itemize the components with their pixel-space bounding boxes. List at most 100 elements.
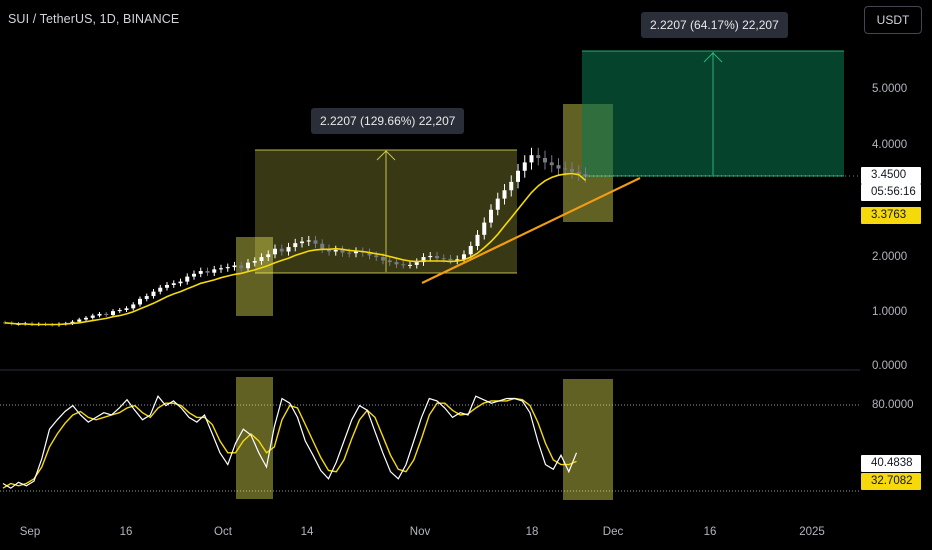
y-tick-label: 4.0000	[872, 139, 908, 151]
osc-highlight-box-nov	[563, 379, 613, 500]
candle-body	[273, 248, 277, 255]
candle-body	[77, 319, 82, 322]
candle-body	[340, 249, 345, 253]
candle-body	[266, 254, 271, 258]
candle-body	[421, 257, 426, 263]
candle-body	[387, 260, 392, 263]
candle-body	[313, 240, 318, 244]
candle-body	[144, 296, 149, 299]
candle-body	[90, 315, 95, 318]
candle-body	[495, 198, 500, 210]
candle-body	[171, 283, 176, 285]
stoch-k-line	[2, 395, 578, 489]
candle-body	[367, 252, 372, 256]
candle-body	[374, 255, 379, 258]
candle-body	[522, 162, 527, 171]
candle-body	[502, 190, 507, 199]
y-tick-label: 1.0000	[872, 306, 908, 318]
candle-body	[448, 258, 453, 261]
candle-body	[111, 311, 115, 316]
candle-body	[536, 155, 541, 158]
y-tick-label: 5.0000	[872, 83, 908, 95]
candle-body	[468, 245, 473, 255]
x-tick-label: Nov	[409, 526, 431, 538]
moving-average-line	[4, 172, 587, 326]
x-tick-label: 14	[300, 526, 314, 538]
candle-body	[198, 271, 203, 274]
candle-body	[138, 298, 142, 305]
candle-body	[543, 157, 547, 163]
y-tick-label: 2.0000	[872, 251, 908, 263]
osc-y-tick-label: 80.0000	[872, 399, 914, 411]
x-tick-label: Dec	[602, 526, 624, 538]
countdown-tag: 05:56:16	[861, 184, 921, 201]
stoch-k-tag: 40.4838	[861, 455, 921, 472]
candle-body	[428, 255, 433, 258]
candle-body	[225, 267, 230, 269]
candle-body	[97, 313, 102, 316]
candle-body	[293, 243, 298, 248]
candle-body	[212, 269, 217, 273]
candle-body	[300, 241, 304, 244]
candle-body	[320, 243, 325, 249]
candle-body	[259, 257, 264, 261]
currency-button[interactable]: USDT	[864, 6, 922, 34]
last-price-tag: 3.4500	[861, 167, 921, 184]
candle-body	[178, 281, 183, 284]
candle-body	[401, 264, 406, 266]
candle-body	[252, 260, 257, 263]
candle-body	[570, 169, 574, 172]
candle-body	[408, 264, 412, 266]
candle-body	[185, 276, 190, 282]
candle-body	[70, 321, 75, 324]
candle-body	[516, 170, 520, 182]
candle-body	[246, 262, 250, 269]
candle-body	[333, 249, 338, 252]
measure-label-past: 2.2207 (129.66%) 22,207	[311, 108, 465, 134]
candle-body	[354, 251, 358, 254]
x-tick-label: 18	[525, 526, 539, 538]
candle-body	[117, 310, 122, 312]
stoch-d-tag: 32.7082	[861, 473, 921, 490]
candle-body	[414, 262, 419, 265]
y-tick-label: 0.0000	[872, 360, 908, 372]
candle-body	[563, 168, 568, 170]
candle-body	[192, 273, 196, 277]
candle-body	[124, 308, 129, 311]
candle-body	[482, 222, 487, 235]
candle-body	[158, 287, 163, 292]
x-tick-label: 16	[703, 526, 717, 538]
candle-body	[306, 240, 311, 242]
x-tick-label: Oct	[214, 526, 232, 538]
ma-value-tag: 3.3763	[861, 207, 921, 224]
x-tick-label: 2025	[799, 526, 825, 538]
candle-series	[3, 147, 588, 327]
candle-body	[441, 258, 446, 260]
measure-arrowhead-past	[376, 150, 396, 161]
candle-body	[205, 271, 210, 273]
candle-body	[151, 291, 156, 297]
candle-body	[165, 284, 169, 288]
candle-body	[239, 265, 244, 269]
candle-body	[381, 257, 385, 261]
candle-body	[104, 313, 109, 316]
x-tick-label: Sep	[19, 526, 41, 538]
candle-body	[279, 248, 284, 252]
candle-body	[232, 265, 237, 268]
candle-body	[583, 174, 588, 177]
support-trendline[interactable]	[421, 177, 641, 284]
candle-body	[394, 262, 399, 265]
candle-body	[529, 155, 534, 163]
candle-body	[556, 165, 561, 169]
candle-body	[286, 247, 291, 252]
candle-body	[549, 162, 554, 166]
candle-body	[489, 209, 493, 223]
candle-body	[462, 254, 466, 260]
candle-body	[435, 255, 439, 259]
highlight-box-oct	[236, 237, 273, 316]
candle-body	[509, 181, 514, 191]
stoch-d-line	[2, 397, 577, 489]
candle-body	[131, 304, 136, 309]
symbol-title[interactable]: SUI / TetherUS, 1D, BINANCE	[8, 12, 180, 26]
